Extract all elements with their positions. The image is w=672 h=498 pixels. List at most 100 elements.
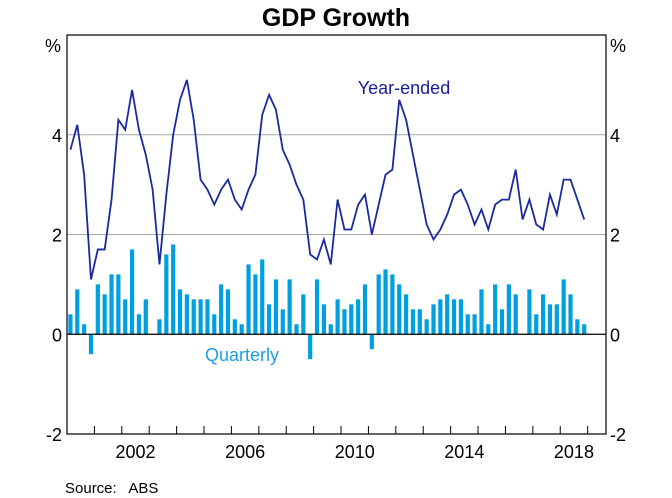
left-y-tick-label: -2: [46, 425, 62, 445]
quarterly-bar: [451, 299, 457, 335]
quarterly-bar: [342, 309, 347, 335]
left-y-axis-tick-labels: -2 0 2 4: [46, 126, 62, 445]
right-y-tick-label: 4: [610, 126, 620, 146]
quarterly-bar: [554, 304, 559, 335]
quarterly-bar: [328, 324, 333, 335]
quarterly-bar: [123, 299, 128, 335]
quarterly-bar: [465, 314, 470, 335]
quarterly-bar: [397, 284, 402, 335]
quarterly-bar: [472, 314, 477, 335]
quarterly-bar: [458, 299, 464, 335]
x-tick-label: 2002: [115, 442, 155, 462]
quarterly-bar: [88, 334, 94, 355]
year-ended-series-label: Year-ended: [358, 78, 450, 98]
x-tick-label: 2010: [335, 442, 375, 462]
quarterly-bar: [561, 279, 566, 335]
quarterly-bar: [369, 334, 374, 350]
quarterly-bar: [376, 274, 381, 335]
x-tick-label: 2006: [225, 442, 265, 462]
quarterly-bar: [404, 294, 409, 335]
quarterly-bar: [157, 319, 162, 335]
quarterly-bar: [191, 299, 196, 335]
quarterly-bar: [95, 284, 100, 335]
quarterly-bar: [246, 264, 251, 335]
plot-frame: [66, 34, 607, 435]
right-y-axis-tick-labels: -2 0 2 4: [610, 126, 626, 445]
quarterly-bar: [431, 304, 436, 335]
quarterly-bar: [129, 249, 135, 335]
quarterly-bar: [253, 274, 258, 335]
quarterly-bar: [219, 284, 224, 335]
quarterly-bar: [109, 274, 114, 335]
quarterly-bar: [143, 299, 148, 335]
quarterly-bar: [266, 304, 272, 335]
quarterly-bar: [321, 304, 326, 335]
quarterly-series-label: Quarterly: [205, 345, 279, 365]
quarterly-bar: [438, 299, 443, 335]
quarterly-bar: [212, 314, 217, 335]
quarterly-bar: [294, 324, 299, 335]
left-y-tick-label: 4: [52, 126, 62, 146]
quarterly-bar: [417, 309, 422, 335]
quarterly-bar: [547, 304, 553, 335]
quarterly-bar: [534, 314, 539, 335]
quarterly-bar: [499, 309, 505, 335]
quarterly-bar: [75, 289, 80, 335]
quarterly-bar: [493, 284, 498, 335]
quarterly-bar: [445, 294, 450, 335]
quarterly-bar: [260, 259, 265, 335]
right-y-tick-label: 0: [610, 325, 620, 345]
quarterly-bar: [287, 279, 292, 335]
right-axis-unit-label: %: [610, 36, 626, 56]
quarterly-bar: [198, 299, 203, 335]
quarterly-bar: [541, 294, 546, 335]
quarterly-bar: [506, 284, 511, 335]
quarterly-bar: [349, 304, 354, 335]
year-ended-line-layer: [69, 79, 586, 280]
quarterly-bar: [102, 294, 107, 335]
x-tick-label: 2014: [444, 442, 484, 462]
quarterly-bar: [513, 294, 518, 335]
quarterly-bar: [527, 289, 532, 335]
left-y-tick-label: 2: [52, 226, 62, 246]
quarterly-bar: [205, 299, 210, 335]
left-axis-unit-label: %: [45, 36, 61, 56]
quarterly-bar: [362, 284, 368, 335]
quarterly-bar: [390, 274, 395, 335]
left-y-tick-label: 0: [52, 325, 62, 345]
quarterly-bar: [424, 319, 429, 335]
quarterly-bar: [177, 289, 183, 335]
quarterly-bar: [273, 279, 279, 335]
quarterly-bar: [171, 244, 176, 335]
quarterly-bar: [239, 324, 244, 335]
quarterly-bar: [225, 289, 231, 335]
quarterly-bar: [314, 279, 320, 335]
quarterly-bar: [356, 299, 361, 335]
quarterly-bar: [582, 324, 587, 335]
quarterly-bar: [164, 254, 169, 335]
quarterly-bar: [82, 324, 87, 335]
quarterly-bar: [486, 324, 491, 335]
chart-title: GDP Growth: [262, 4, 410, 32]
quarterly-bar: [568, 294, 573, 335]
right-y-tick-label: -2: [610, 425, 626, 445]
x-tick-label: 2018: [554, 442, 594, 462]
right-y-tick-label: 2: [610, 226, 620, 246]
source-note: Source: ABS: [65, 480, 158, 497]
quarterly-bar: [68, 314, 73, 335]
quarterly-bar: [410, 309, 416, 335]
quarterly-bar: [232, 319, 237, 335]
quarterly-bar: [575, 319, 580, 335]
quarterly-bar: [301, 294, 306, 335]
quarterly-bar: [383, 269, 388, 335]
quarterly-bars: [68, 244, 587, 360]
quarterly-bar: [136, 314, 142, 335]
gridlines: [67, 134, 606, 235]
quarterly-bar: [308, 334, 313, 360]
x-axis-ticks: [93, 426, 589, 434]
quarterly-bar: [335, 299, 340, 335]
quarterly-bar: [280, 309, 285, 335]
x-axis-tick-labels: 2002 2006 2010 2014 2018: [115, 442, 593, 462]
quarterly-bar: [116, 274, 121, 335]
